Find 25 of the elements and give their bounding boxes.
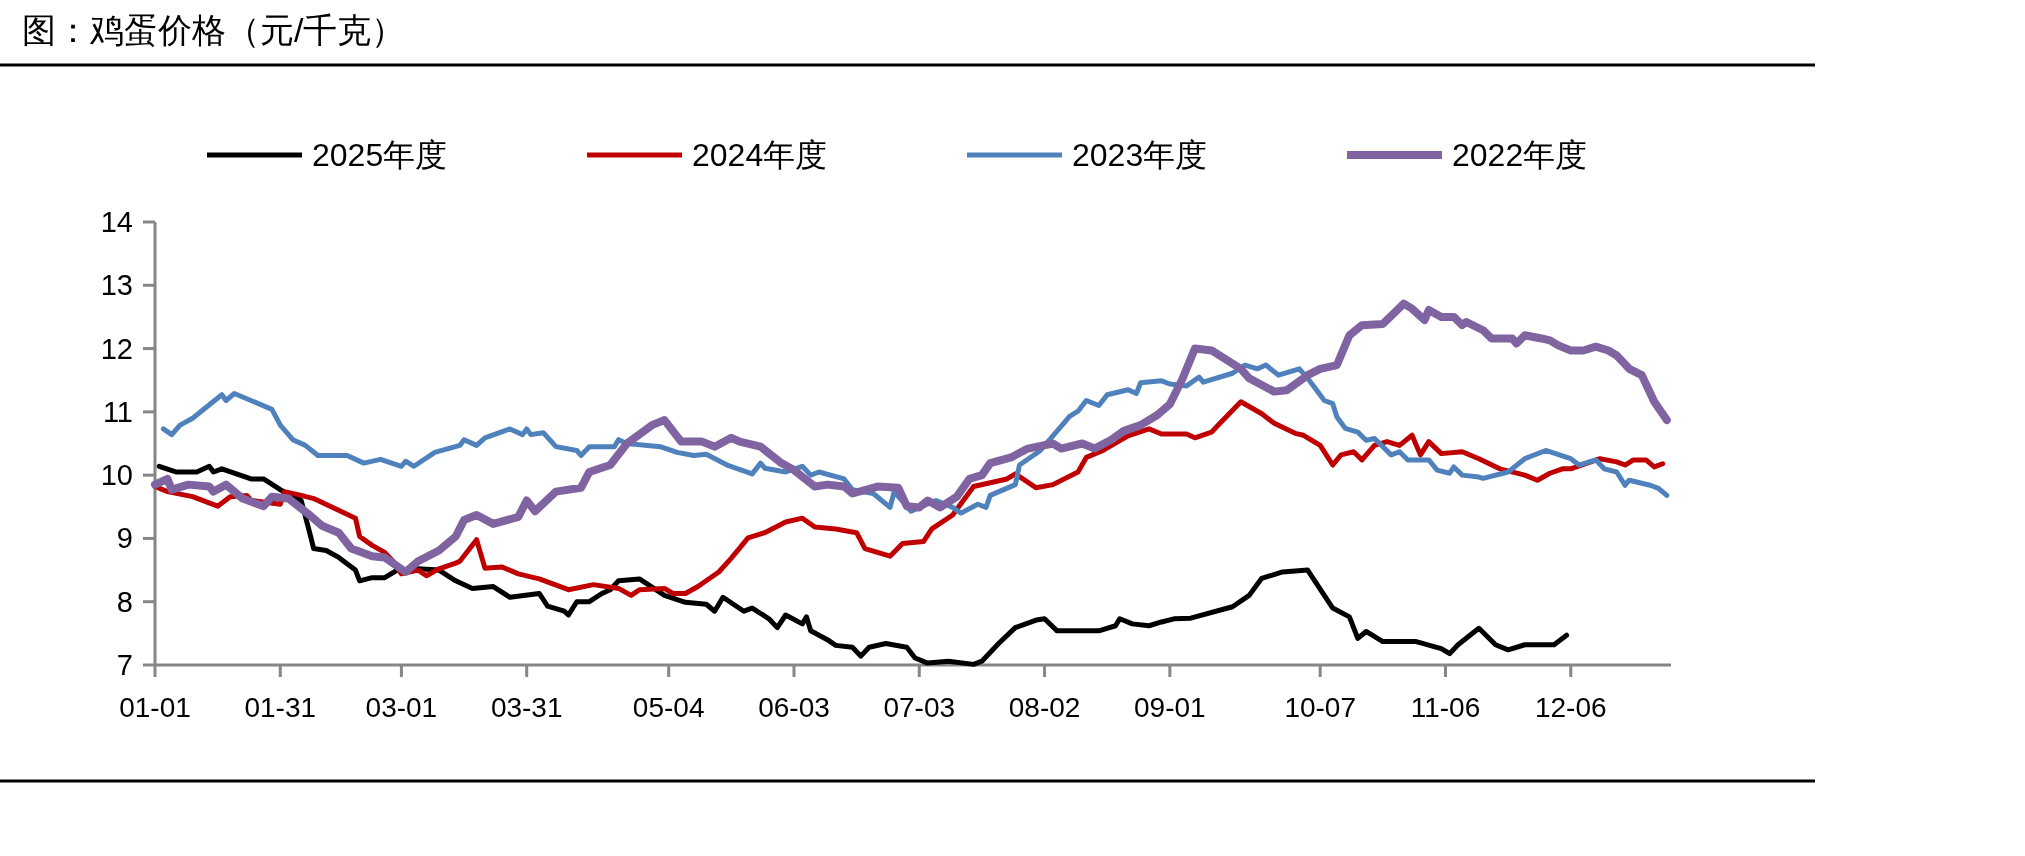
y-tick-label: 14	[100, 206, 133, 238]
y-tick-label: 9	[116, 522, 133, 555]
legend-label: 2023年度	[1072, 137, 1208, 173]
y-tick-label: 8	[116, 585, 133, 618]
y-tick-label: 10	[100, 459, 133, 492]
x-tick-label: 03-31	[490, 692, 563, 723]
x-tick-label: 01-31	[244, 692, 317, 723]
x-tick-label: 09-01	[1134, 692, 1206, 723]
x-tick-label: 12-06	[1534, 692, 1607, 723]
x-tick-label: 06-03	[758, 692, 830, 723]
chart-title: 图：鸡蛋价格（元/千克）	[22, 11, 406, 49]
legend-label: 2022年度	[1452, 137, 1588, 173]
x-tick-label: 01-01	[119, 692, 191, 723]
y-tick-label: 12	[100, 332, 133, 365]
legend-label: 2024年度	[692, 137, 828, 173]
y-tick-label: 13	[100, 269, 133, 302]
y-tick-label: 7	[116, 649, 133, 681]
y-tick-label: 11	[102, 395, 133, 428]
x-tick-label: 08-02	[1008, 692, 1081, 723]
x-tick-label: 05-04	[632, 692, 705, 723]
x-tick-label: 03-01	[365, 692, 438, 723]
x-tick-label: 11-06	[1410, 692, 1481, 723]
x-tick-label: 10-07	[1284, 692, 1356, 723]
x-tick-label: 07-03	[883, 692, 956, 723]
legend-label: 2025年度	[312, 137, 448, 173]
